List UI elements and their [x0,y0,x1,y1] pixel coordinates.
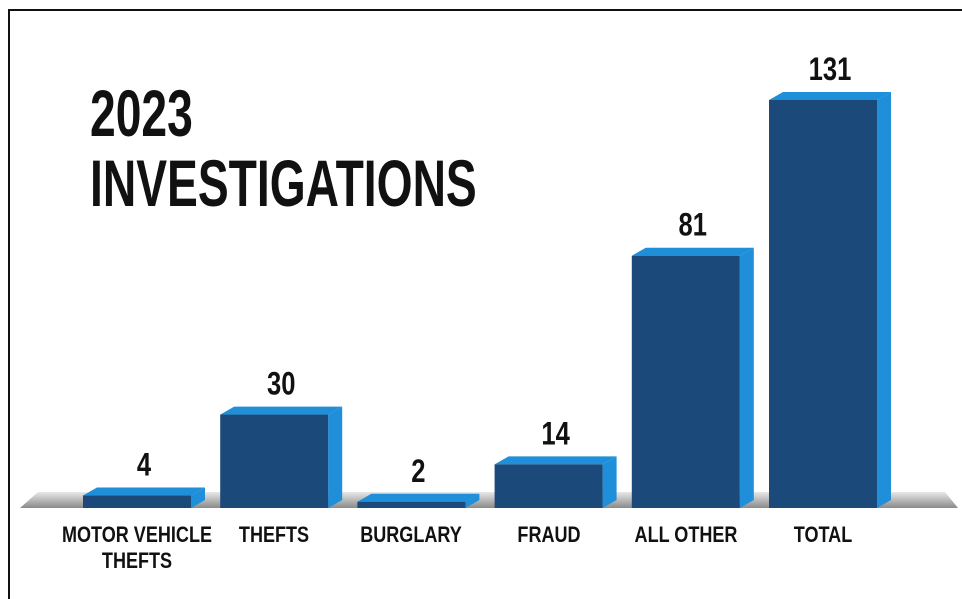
value-label: 30 [267,367,295,402]
bar [769,100,877,508]
bar-top [631,247,754,256]
bar-side [877,92,891,508]
bar-top [494,456,617,465]
bar-side [602,456,617,508]
bar-top [220,406,343,415]
bar-side [465,493,480,508]
frame [8,9,962,599]
bar-side [328,406,343,508]
bar [220,414,329,508]
value-label: 4 [137,448,151,483]
bar [83,495,191,508]
value-label: 14 [541,417,569,452]
value-label: 2 [411,454,425,489]
x-tick-label: ALL OTHER [634,522,738,547]
chart-title: 2023 INVESTIGATIONS [90,76,477,220]
x-tick-label: MOTOR VEHICLE THEFTS [61,522,213,573]
bar [357,501,466,508]
bar-top [357,493,480,502]
bar [631,255,740,508]
x-tick-label: BURGLARY [360,522,463,547]
bar-side [739,247,754,508]
bar-side [191,487,205,508]
value-label: 81 [679,208,707,243]
bar [494,464,603,508]
x-tick-label: THEFTS [239,522,310,547]
bar-top [83,487,205,496]
x-tick-label: FRAUD [517,522,581,547]
x-tick-label: TOTAL [793,522,853,547]
bar-top [769,92,891,100]
value-label: 131 [809,52,852,87]
